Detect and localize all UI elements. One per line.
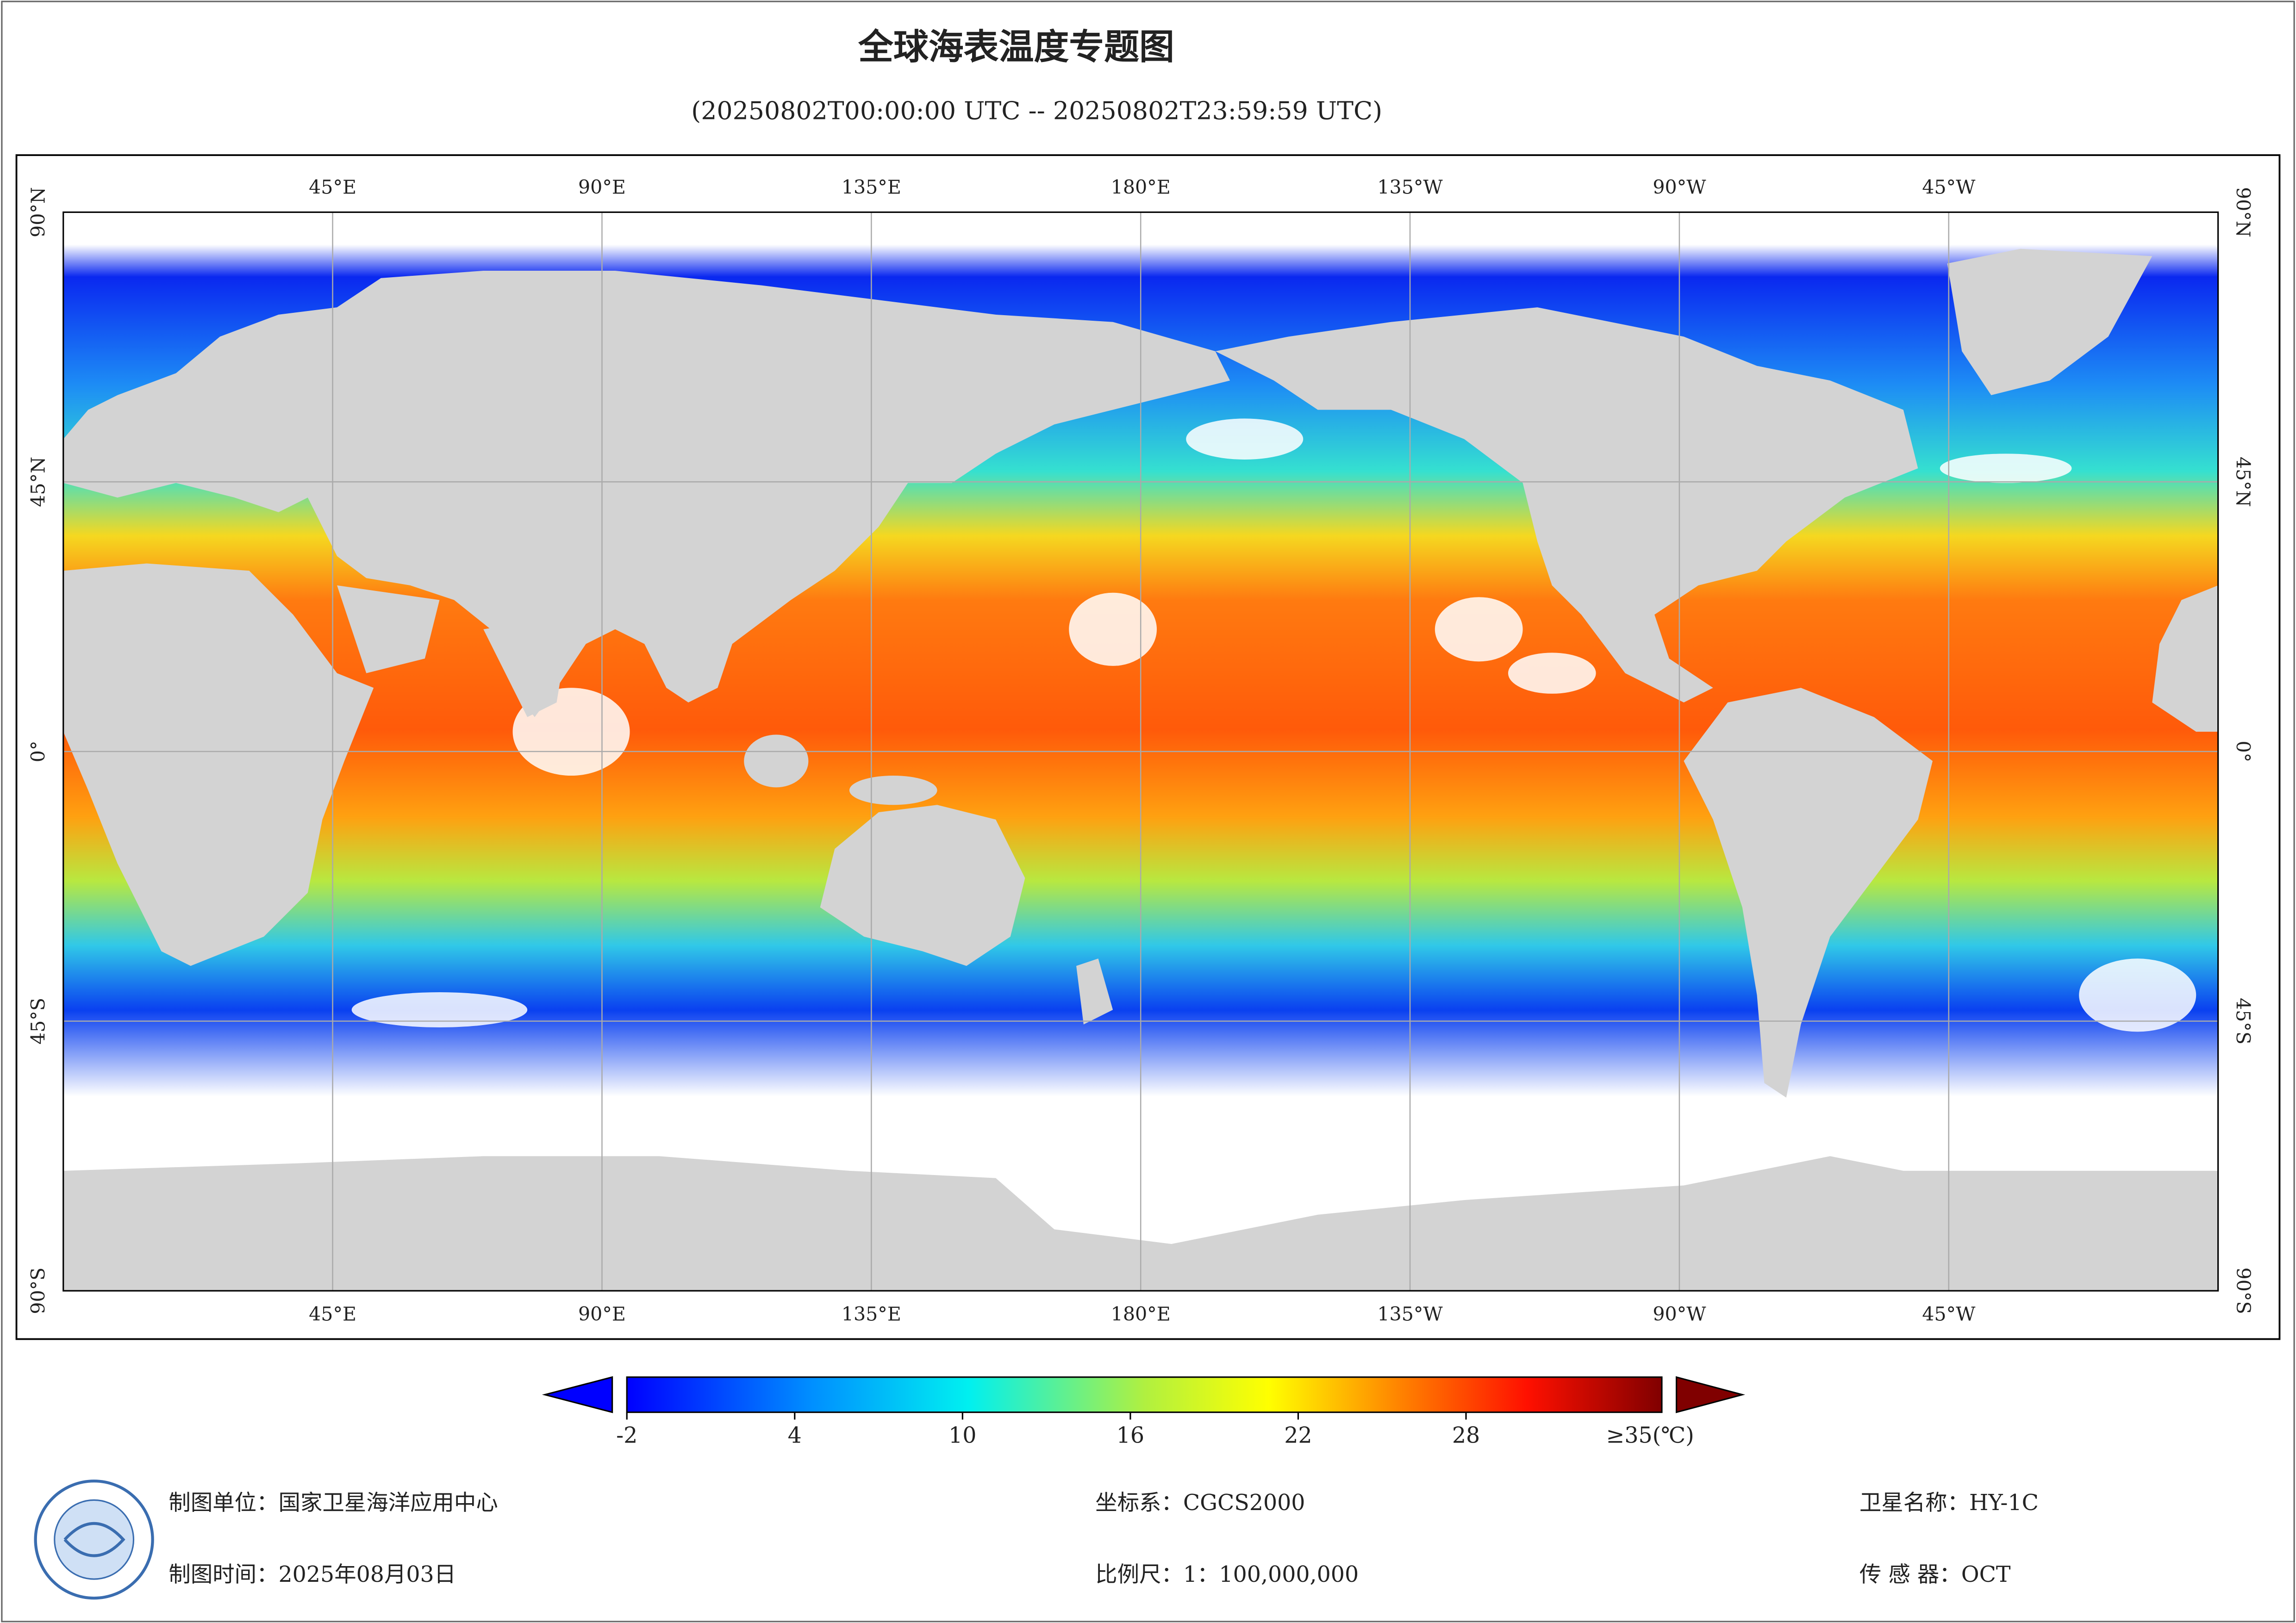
lon-label-bottom: 135°W <box>1377 1303 1443 1325</box>
lon-label-top: 135°E <box>842 176 901 198</box>
colorbar-ramp <box>626 1376 1663 1413</box>
colorbar-tick-label: 16 <box>1117 1423 1144 1448</box>
colorbar-high-arrow <box>1676 1376 1746 1413</box>
lon-label-bottom: 135°E <box>842 1303 901 1325</box>
colorbar <box>542 1376 1746 1413</box>
lon-label-bottom: 180°E <box>1111 1303 1171 1325</box>
logo <box>34 1480 154 1600</box>
footer-crs: 坐标系：CGCS2000 <box>1095 1490 1305 1516</box>
lon-label-top: 135°W <box>1377 176 1443 198</box>
lat-label-left: 0° <box>27 740 50 762</box>
lon-label-bottom: 90°W <box>1653 1303 1706 1325</box>
lat-label-right: 0° <box>2232 740 2254 762</box>
lat-label-right: 90°S <box>2232 1268 2254 1314</box>
lon-label-top: 90°W <box>1653 176 1706 198</box>
colorbar-tick-label: -2 <box>616 1423 637 1448</box>
map <box>62 211 2219 1292</box>
lat-label-left: 45°S <box>27 998 50 1045</box>
map-border <box>62 211 2219 1292</box>
colorbar-tick-label: 28 <box>1452 1423 1480 1448</box>
lon-label-top: 180°E <box>1111 176 1171 198</box>
footer-satellite: 卫星名称：HY-1C <box>1859 1490 2039 1516</box>
lon-label-top: 45°E <box>309 176 356 198</box>
subtitle: (20250802T00:00:00 UTC -- 20250802T23:59… <box>691 96 1382 125</box>
footer-sensor: 传 感 器：OCT <box>1859 1562 2011 1587</box>
colorbar-low-arrow <box>542 1376 613 1413</box>
lon-label-bottom: 45°W <box>1922 1303 1976 1325</box>
lat-label-left: 45°N <box>27 457 50 507</box>
lat-label-left: 90°S <box>27 1268 50 1314</box>
lat-label-left: 90°N <box>27 187 50 237</box>
colorbar-tick-label: 22 <box>1284 1423 1312 1448</box>
lon-label-bottom: 45°E <box>309 1303 356 1325</box>
lat-label-right: 90°N <box>2232 187 2254 237</box>
footer-scale: 比例尺：1：100,000,000 <box>1095 1562 1359 1587</box>
clouds <box>351 418 2196 1032</box>
lat-label-right: 45°N <box>2232 457 2254 507</box>
footer-unit: 制图单位：国家卫星海洋应用中心 <box>168 1490 498 1516</box>
lat-label-right: 45°S <box>2232 998 2254 1045</box>
map-frame <box>15 154 2281 1340</box>
title: 全球海表温度专题图 <box>858 26 1174 68</box>
lon-label-bottom: 90°E <box>578 1303 626 1325</box>
footer-date: 制图时间：2025年08月03日 <box>168 1562 456 1587</box>
lon-label-top: 45°W <box>1922 176 1976 198</box>
lon-label-top: 90°E <box>578 176 626 198</box>
colorbar-tick-label: 4 <box>788 1423 802 1448</box>
colorbar-tick-label: 10 <box>948 1423 976 1448</box>
colorbar-max-label: ≥35(℃) <box>1606 1423 1694 1448</box>
